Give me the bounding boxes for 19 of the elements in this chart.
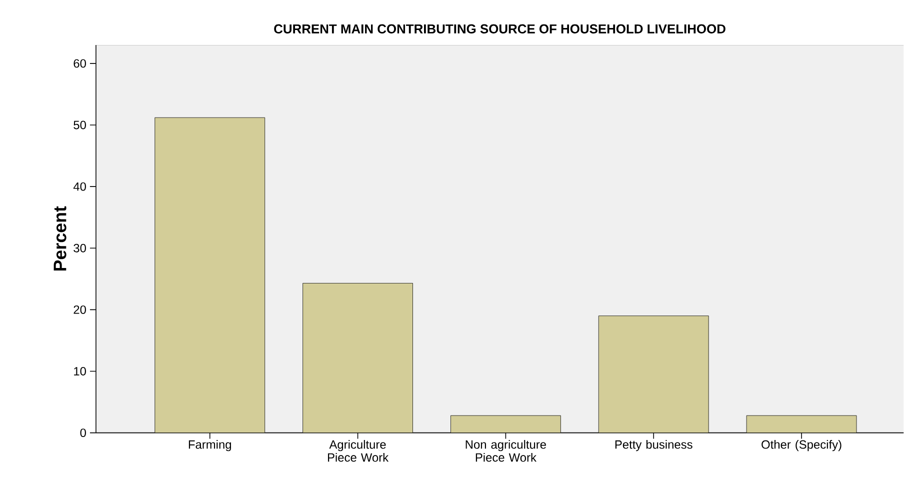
y-axis-title: Percent	[54, 206, 66, 271]
bar	[450, 415, 561, 433]
y-tick-label: 60	[74, 59, 86, 68]
x-tick-label: Farming	[188, 440, 231, 452]
bar	[154, 118, 266, 433]
x-tick-label: Petty business	[615, 440, 692, 452]
x-tick-label: Non agriculture Piece Work	[466, 440, 546, 462]
y-tick-label: 40	[73, 182, 86, 191]
x-tick-label: Agriculture Piece Work	[328, 440, 389, 462]
bar	[598, 316, 709, 433]
y-tick-label: 0	[80, 428, 86, 438]
y-tick-label: 50	[74, 120, 86, 130]
y-tick-label: 30	[74, 244, 86, 252]
chart-title: CURRENT MAIN CONTRIBUTING SOURCE OF HOUSEHOLD LIVELIHOOD	[274, 24, 726, 34]
y-tick-label: 10	[74, 367, 86, 376]
y-tick-label: 20	[74, 306, 86, 314]
x-tick-label: Other (Specify)	[762, 440, 842, 452]
bar	[746, 415, 857, 433]
bar	[302, 283, 413, 433]
